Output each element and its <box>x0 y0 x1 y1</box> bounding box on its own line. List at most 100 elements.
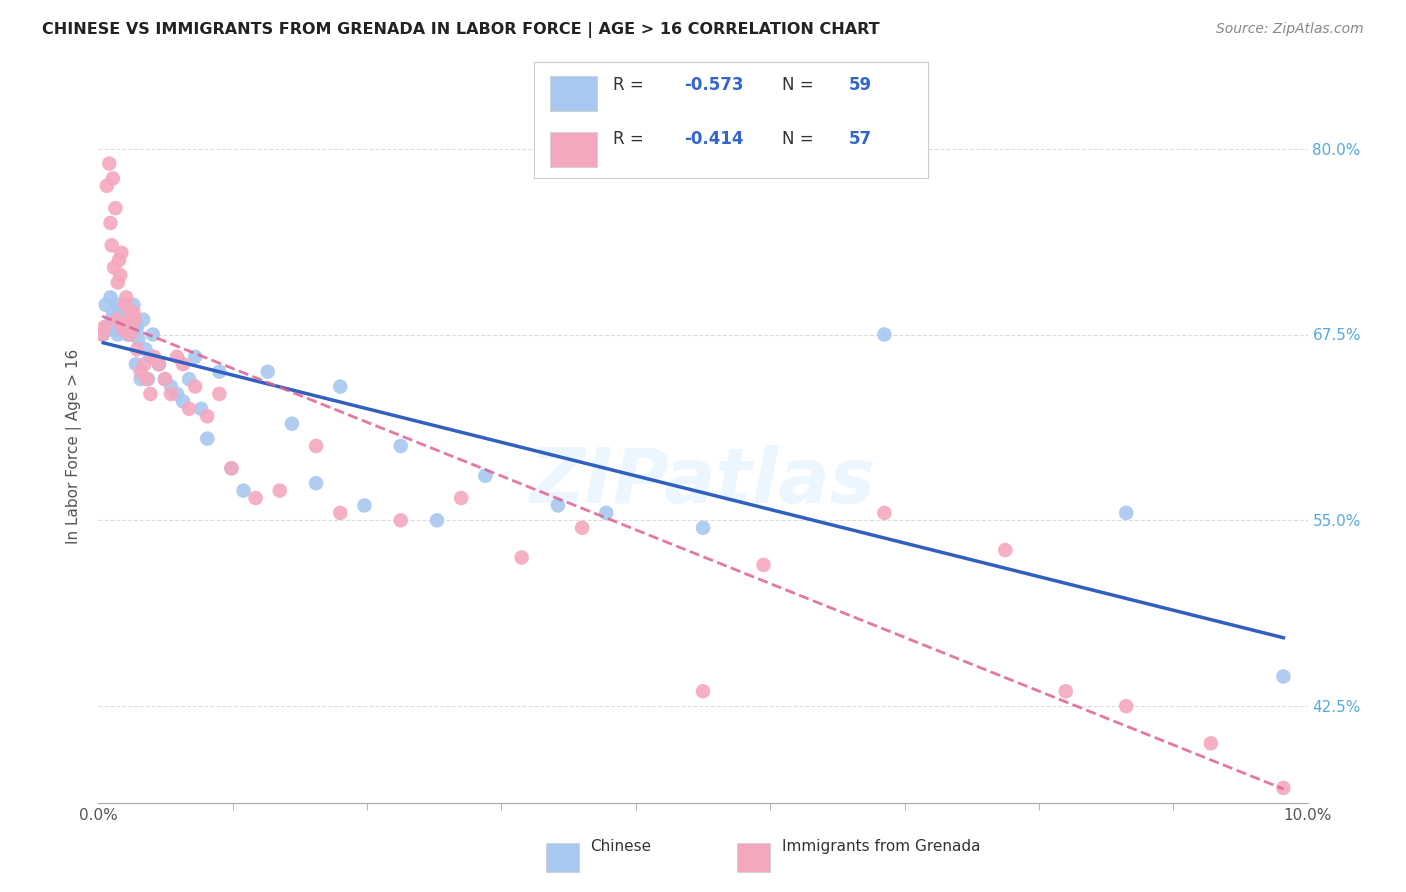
Point <box>148 357 170 371</box>
Text: ZIPatlas: ZIPatlas <box>530 445 876 518</box>
Point <box>108 253 131 268</box>
Point <box>129 372 152 386</box>
Text: R =: R = <box>613 129 650 148</box>
Point <box>127 343 149 357</box>
FancyBboxPatch shape <box>546 843 579 872</box>
Text: Immigrants from Grenada: Immigrants from Grenada <box>782 839 980 855</box>
Point <box>329 506 352 520</box>
Point <box>118 305 141 319</box>
Point <box>305 476 328 491</box>
Point <box>127 320 149 334</box>
Point <box>139 350 162 364</box>
Point <box>134 357 156 371</box>
Point <box>208 365 231 379</box>
Point <box>143 350 166 364</box>
Point <box>1272 780 1295 795</box>
Point <box>121 308 143 322</box>
Point <box>353 499 375 513</box>
Point <box>195 432 218 446</box>
Point <box>111 320 134 334</box>
Point <box>127 332 149 346</box>
Point <box>1115 506 1137 520</box>
Point <box>118 327 141 342</box>
Point <box>873 506 896 520</box>
Text: -0.414: -0.414 <box>683 129 744 148</box>
Point <box>190 401 212 416</box>
Point <box>232 483 254 498</box>
Text: Chinese: Chinese <box>591 839 651 855</box>
Point <box>547 499 569 513</box>
Point <box>121 317 143 331</box>
Point <box>752 558 775 572</box>
Y-axis label: In Labor Force | Age > 16: In Labor Force | Age > 16 <box>66 349 83 543</box>
Point <box>994 543 1017 558</box>
Point <box>172 357 194 371</box>
Point <box>571 521 593 535</box>
Point <box>104 201 127 215</box>
Point <box>114 298 136 312</box>
Point <box>105 312 128 326</box>
Point <box>129 365 152 379</box>
Point <box>107 276 129 290</box>
Point <box>1115 699 1137 714</box>
Point <box>122 305 145 319</box>
Point <box>221 461 243 475</box>
Point <box>100 238 122 252</box>
Point <box>1272 669 1295 683</box>
Point <box>114 312 136 326</box>
Point <box>389 513 412 527</box>
Point <box>139 387 162 401</box>
Point <box>179 372 201 386</box>
Point <box>389 439 412 453</box>
Point <box>136 372 159 386</box>
Point <box>112 323 135 337</box>
Point <box>281 417 304 431</box>
Point <box>120 327 142 342</box>
Point <box>117 327 139 342</box>
Point <box>256 365 278 379</box>
Point <box>426 513 449 527</box>
Point <box>692 521 714 535</box>
Point <box>91 327 114 342</box>
FancyBboxPatch shape <box>550 77 598 112</box>
Point <box>510 550 533 565</box>
Text: 59: 59 <box>849 77 872 95</box>
Point <box>595 506 617 520</box>
Text: N =: N = <box>782 77 820 95</box>
Text: N =: N = <box>782 129 820 148</box>
FancyBboxPatch shape <box>550 132 598 167</box>
Text: -0.573: -0.573 <box>683 77 744 95</box>
Point <box>91 327 114 342</box>
Point <box>305 439 328 453</box>
Point <box>103 323 125 337</box>
Point <box>94 298 117 312</box>
Text: R =: R = <box>613 77 650 95</box>
Point <box>125 357 148 371</box>
Point <box>97 320 120 334</box>
Point <box>101 305 124 319</box>
Point <box>873 327 896 342</box>
Point <box>221 461 243 475</box>
Point <box>153 372 176 386</box>
Point <box>115 320 138 334</box>
Text: CHINESE VS IMMIGRANTS FROM GRENADA IN LABOR FORCE | AGE > 16 CORRELATION CHART: CHINESE VS IMMIGRANTS FROM GRENADA IN LA… <box>42 22 880 38</box>
Point <box>120 317 142 331</box>
Point <box>110 312 132 326</box>
Point <box>245 491 267 505</box>
Point <box>160 379 183 393</box>
Point <box>117 323 139 337</box>
Text: Source: ZipAtlas.com: Source: ZipAtlas.com <box>1216 22 1364 37</box>
Point <box>166 387 188 401</box>
Point <box>135 343 157 357</box>
Point <box>98 156 121 170</box>
Point <box>103 260 125 275</box>
Point <box>269 483 291 498</box>
Point <box>107 327 129 342</box>
FancyBboxPatch shape <box>737 843 770 872</box>
Point <box>108 268 131 282</box>
Point <box>100 290 122 304</box>
Point <box>148 357 170 371</box>
Point <box>208 387 231 401</box>
Point <box>1199 736 1222 750</box>
Point <box>184 350 207 364</box>
